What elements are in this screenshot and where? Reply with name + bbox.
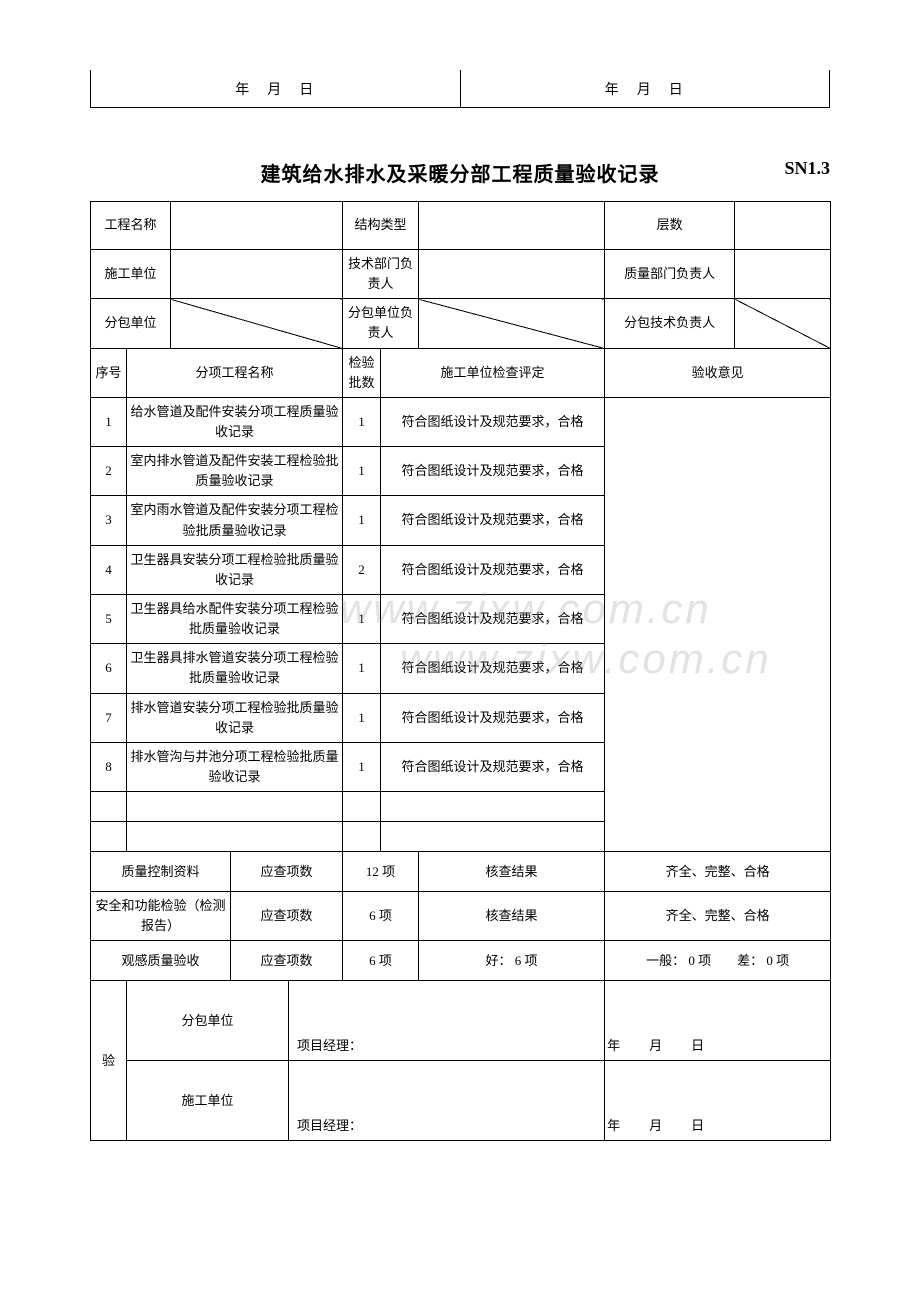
- row-seq: 5: [91, 594, 127, 643]
- row-batch: 1: [343, 594, 381, 643]
- row-seq: 3: [91, 496, 127, 545]
- page-title: 建筑给水排水及采暖分部工程质量验收记录: [261, 158, 660, 187]
- hdr-floors-val: [735, 202, 831, 250]
- row-batch: 1: [343, 397, 381, 446]
- hdr-tech-lead-val: [419, 250, 605, 299]
- row-name: 室内排水管道及配件安装工程检验批质量验收记录: [127, 447, 343, 496]
- hdr-quality-lead-lbl: 质量部门负责人: [605, 250, 735, 299]
- row-inspect: 符合图纸设计及规范要求，合格: [381, 594, 605, 643]
- row-batch: 1: [343, 496, 381, 545]
- check-label: 安全和功能检验（检测报告）: [91, 892, 231, 941]
- sign-pm-label-1: 项目经理：: [291, 1036, 602, 1056]
- sign-row-2: 施工单位 项目经理： 年 月 日: [91, 1061, 831, 1141]
- check-count-lbl: 应查项数: [231, 892, 343, 941]
- sign-date-2: 年 月 日: [607, 1116, 828, 1136]
- check-count-val: 12 项: [343, 852, 419, 892]
- form-code: SN1.3: [784, 158, 830, 179]
- hdr-struct-lbl: 结构类型: [343, 202, 419, 250]
- check-result-lbl: 核查结果: [419, 852, 605, 892]
- hdr-project-name-lbl: 工程名称: [91, 202, 171, 250]
- row-name: 卫生器具给水配件安装分项工程检验批质量验收记录: [127, 594, 343, 643]
- row-name: 排水管沟与井池分项工程检验批质量验收记录: [127, 742, 343, 791]
- hdr-tech-lead-lbl: 技术部门负责人: [343, 250, 419, 299]
- row-batch: 1: [343, 693, 381, 742]
- sign-row-1: 验 分包单位 项目经理： 年 月 日: [91, 981, 831, 1061]
- check-label: 观感质量验收: [91, 941, 231, 981]
- hdr-project-name-val: [171, 202, 343, 250]
- row-name: 卫生器具安装分项工程检验批质量验收记录: [127, 545, 343, 594]
- row-seq: 7: [91, 693, 127, 742]
- col-batch: 检验批数: [343, 348, 381, 397]
- top-date-left: 年 月 日: [91, 70, 461, 107]
- check-count-lbl: 应查项数: [231, 852, 343, 892]
- title-row: 建筑给水排水及采暖分部工程质量验收记录 SN1.3: [90, 158, 830, 187]
- hdr-sub-unit-lbl: 分包单位: [91, 299, 171, 348]
- row-batch: 1: [343, 447, 381, 496]
- page-container: www.zixw.com.cn www.zixw.com.cn 年 月 日 年 …: [0, 0, 920, 1181]
- row-seq: 2: [91, 447, 127, 496]
- row-inspect: 符合图纸设计及规范要求，合格: [381, 496, 605, 545]
- row-inspect: 符合图纸设计及规范要求，合格: [381, 447, 605, 496]
- col-name: 分项工程名称: [127, 348, 343, 397]
- row-seq: 6: [91, 644, 127, 693]
- check-avg-bad: 一般： 0 项 差： 0 项: [605, 941, 831, 981]
- row-inspect: 符合图纸设计及规范要求，合格: [381, 742, 605, 791]
- check-row-2: 安全和功能检验（检测报告） 应查项数 6 项 核查结果 齐全、完整、合格: [91, 892, 831, 941]
- table-row: 1 给水管道及配件安装分项工程质量验收记录 1 符合图纸设计及规范要求，合格: [91, 397, 831, 446]
- hdr-struct-val: [419, 202, 605, 250]
- hdr-sub-unit-slash: [171, 299, 343, 348]
- hdr-sub-lead-slash: [419, 299, 605, 348]
- row-batch: 1: [343, 742, 381, 791]
- top-date-row: 年 月 日 年 月 日: [90, 70, 830, 108]
- opinion-merged: [605, 397, 831, 851]
- col-inspect: 施工单位检查评定: [381, 348, 605, 397]
- row-name: 卫生器具排水管道安装分项工程检验批质量验收记录: [127, 644, 343, 693]
- hdr-sub-lead-lbl: 分包单位负责人: [343, 299, 419, 348]
- check-result-val: 齐全、完整、合格: [605, 892, 831, 941]
- check-good-lbl: 好： 6 项: [419, 941, 605, 981]
- row-inspect: 符合图纸设计及规范要求，合格: [381, 397, 605, 446]
- check-count-val: 6 项: [343, 941, 419, 981]
- main-table: 工程名称 结构类型 层数 施工单位 技术部门负责人 质量部门负责人 分包单位 分…: [90, 201, 831, 1141]
- row-seq: 1: [91, 397, 127, 446]
- col-seq: 序号: [91, 348, 127, 397]
- sign-date-1: 年 月 日: [607, 1036, 828, 1056]
- row-inspect: 符合图纸设计及规范要求，合格: [381, 644, 605, 693]
- row-seq: 8: [91, 742, 127, 791]
- row-seq: 4: [91, 545, 127, 594]
- top-date-right: 年 月 日: [461, 70, 830, 107]
- check-result-lbl: 核查结果: [419, 892, 605, 941]
- hdr-sub-tech-slash: [735, 299, 831, 348]
- row-name: 给水管道及配件安装分项工程质量验收记录: [127, 397, 343, 446]
- row-batch: 2: [343, 545, 381, 594]
- hdr-quality-lead-val: [735, 250, 831, 299]
- hdr-floors-lbl: 层数: [605, 202, 735, 250]
- check-label: 质量控制资料: [91, 852, 231, 892]
- sign-side-label: 验: [91, 981, 127, 1141]
- check-result-val: 齐全、完整、合格: [605, 852, 831, 892]
- row-inspect: 符合图纸设计及规范要求，合格: [381, 545, 605, 594]
- row-batch: 1: [343, 644, 381, 693]
- sign-sub-unit-lbl: 分包单位: [127, 981, 289, 1061]
- hdr-sub-tech-lbl: 分包技术负责人: [605, 299, 735, 348]
- check-row-1: 质量控制资料 应查项数 12 项 核查结果 齐全、完整、合格: [91, 852, 831, 892]
- check-row-3: 观感质量验收 应查项数 6 项 好： 6 项 一般： 0 项 差： 0 项: [91, 941, 831, 981]
- sign-pm-label-2: 项目经理：: [291, 1116, 602, 1136]
- row-inspect: 符合图纸设计及规范要求，合格: [381, 693, 605, 742]
- hdr-build-unit-val: [171, 250, 343, 299]
- row-name: 排水管道安装分项工程检验批质量验收记录: [127, 693, 343, 742]
- col-opinion: 验收意见: [605, 348, 831, 397]
- check-count-lbl: 应查项数: [231, 941, 343, 981]
- hdr-build-unit-lbl: 施工单位: [91, 250, 171, 299]
- check-count-val: 6 项: [343, 892, 419, 941]
- sign-build-unit-lbl: 施工单位: [127, 1061, 289, 1141]
- row-name: 室内雨水管道及配件安装分项工程检验批质量验收记录: [127, 496, 343, 545]
